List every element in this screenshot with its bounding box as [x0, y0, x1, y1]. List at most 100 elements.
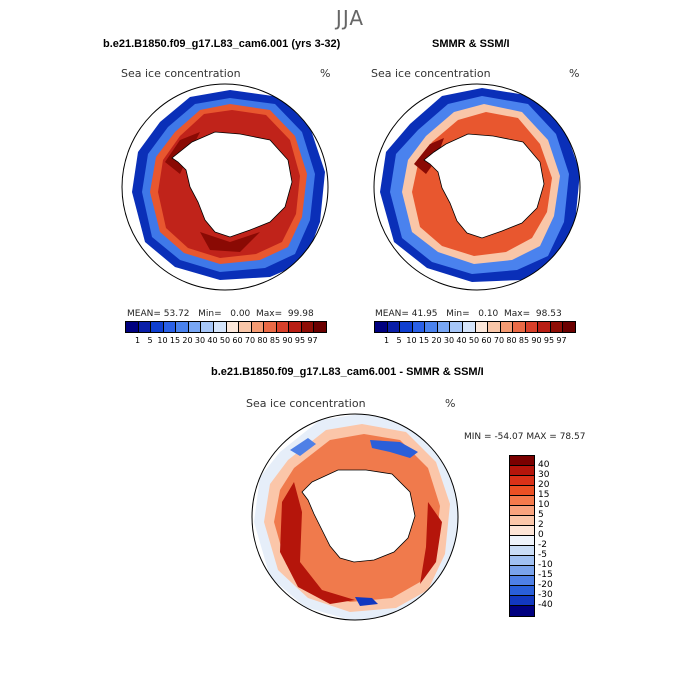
model-stats: MEAN= 53.72 Min= 0.00 Max= 99.98 [127, 309, 314, 319]
diff-colorbar-tick-label: 2 [538, 520, 544, 530]
diff-colorbar-swatch [510, 516, 534, 526]
model-colorbar-swatch [163, 322, 177, 332]
model-colorbar-tick-label: 15 [169, 336, 181, 345]
antarctica-landmass [301, 469, 416, 563]
diff-colorbar-tick-label: -10 [538, 560, 553, 570]
obs-colorbar-swatch [513, 322, 526, 332]
diff-positive-core [280, 482, 355, 604]
model-polar-map [121, 83, 329, 291]
model-colorbar-tick-label: 5 [147, 336, 153, 345]
obs-colorbar-tick-label: 1 [383, 336, 390, 345]
obs-stats: MEAN= 41.95 Min= 0.10 Max= 98.53 [375, 309, 562, 319]
diff-colorbar-tick-label: -20 [538, 580, 553, 590]
model-colorbar-tick-label: 30 [194, 336, 206, 345]
obs-colorbar-tick-label: 15 [418, 336, 430, 345]
model-colorbar-tick-label: 40 [207, 336, 218, 345]
diff-colorbar-tick-label: 5 [538, 510, 544, 520]
diff-stats: MIN = -54.07 MAX = 78.57 [464, 432, 586, 442]
diff-colorbar-swatch [510, 586, 534, 596]
model-colorbar-tick-label: 95 [294, 336, 306, 345]
obs-colorbar-swatch [525, 322, 539, 332]
obs-colorbar-swatch [400, 322, 413, 332]
obs-panel-title: SMMR & SSM/I [432, 38, 510, 50]
obs-colorbar-swatch [375, 322, 388, 332]
obs-colorbar-tick-label: 80 [506, 336, 517, 345]
obs-variable-label: Sea ice concentration [371, 67, 491, 80]
diff-positive-core-east [420, 502, 442, 584]
model-colorbar-tick-label: 97 [307, 336, 318, 345]
obs-colorbar-swatch [488, 322, 501, 332]
model-colorbar-swatch [301, 322, 315, 332]
diff-panel-title: b.e21.B1850.f09_g17.L83_cam6.001 - SMMR … [211, 366, 484, 378]
obs-colorbar-swatch [500, 322, 514, 332]
diff-colorbar-tick-label: -15 [538, 570, 553, 580]
obs-colorbar-swatch [425, 322, 438, 332]
diff-colorbar-swatch [510, 476, 534, 486]
diff-colorbar-tick-label: -40 [538, 600, 553, 610]
obs-colorbar-swatch [412, 322, 426, 332]
diff-colorbar-swatch [510, 566, 534, 576]
model-colorbar-tick-label: 1 [134, 336, 141, 345]
model-colorbar-swatch [188, 322, 202, 332]
diff-colorbar-swatch [510, 496, 534, 506]
obs-colorbar-tick-label: 95 [543, 336, 555, 345]
obs-colorbar-swatch [462, 322, 476, 332]
model-colorbar-tick-label: 50 [219, 336, 231, 345]
model-colorbar-tick-label: 80 [257, 336, 268, 345]
diff-negative-south [355, 597, 378, 606]
obs-colorbar-swatch [437, 322, 451, 332]
diff-colorbar-tick-label: -5 [538, 550, 547, 560]
page-title: JJA [335, 6, 365, 30]
diff-colorbar-tick-label: 40 [538, 460, 550, 470]
obs-colorbar-swatch [563, 322, 575, 332]
obs-colorbar-tick-label: 50 [468, 336, 480, 345]
model-colorbar-tick-label: 10 [157, 336, 168, 345]
diff-colorbar-swatch [510, 546, 534, 556]
diff-colorbar-swatch [510, 606, 534, 616]
obs-colorbar-tick-label: 97 [556, 336, 567, 345]
diff-colorbar-tick-label: 0 [538, 530, 544, 540]
diff-colorbar-swatch [510, 536, 534, 546]
diff-negative-north [370, 440, 418, 458]
diff-colorbar-swatch [510, 486, 534, 496]
obs-colorbar-tick-label: 5 [396, 336, 402, 345]
diff-colorbar-tick-label: -30 [538, 590, 553, 600]
diff-colorbar-tick-label: 15 [538, 490, 550, 500]
model-colorbar-swatch [239, 322, 252, 332]
obs-colorbar-tick-label: 70 [493, 336, 505, 345]
model-colorbar [125, 321, 327, 333]
model-colorbar-tick-label: 60 [232, 336, 243, 345]
model-colorbar-tick-label: 85 [269, 336, 281, 345]
obs-colorbar-swatch [387, 322, 401, 332]
model-colorbar-swatch [176, 322, 189, 332]
obs-colorbar-tick-label: 40 [456, 336, 467, 345]
antarctica-landmass [171, 131, 293, 238]
model-colorbar-tick-label: 70 [244, 336, 256, 345]
obs-colorbar-swatch [475, 322, 489, 332]
obs-colorbar-tick-label: 90 [531, 336, 542, 345]
diff-colorbar-tick-label: 30 [538, 470, 550, 480]
diff-colorbar-swatch [510, 506, 534, 516]
model-colorbar-swatch [251, 322, 265, 332]
obs-colorbar-tick-label: 30 [443, 336, 455, 345]
diff-colorbar-swatch [510, 466, 534, 476]
model-colorbar-swatch [151, 322, 164, 332]
model-colorbar-swatch [201, 322, 214, 332]
model-colorbar-tick-label: 90 [282, 336, 293, 345]
model-colorbar-swatch [314, 322, 326, 332]
diff-colorbar [509, 455, 535, 617]
diff-units-label: % [445, 397, 456, 410]
diff-negative-northwest [290, 438, 316, 456]
model-colorbar-swatch [226, 322, 240, 332]
model-colorbar-swatch [138, 322, 152, 332]
obs-colorbar-tick-label: 10 [406, 336, 417, 345]
diff-colorbar-swatch [510, 576, 534, 586]
diff-colorbar-tick-label: 10 [538, 500, 550, 510]
diff-colorbar-tick-label: 20 [538, 480, 550, 490]
diff-colorbar-swatch [510, 456, 534, 466]
obs-colorbar-tick-label: 60 [481, 336, 492, 345]
obs-colorbar-tick-label: 85 [518, 336, 530, 345]
model-colorbar-swatch [126, 322, 139, 332]
diff-colorbar-swatch [510, 556, 534, 566]
obs-colorbar [374, 321, 576, 333]
